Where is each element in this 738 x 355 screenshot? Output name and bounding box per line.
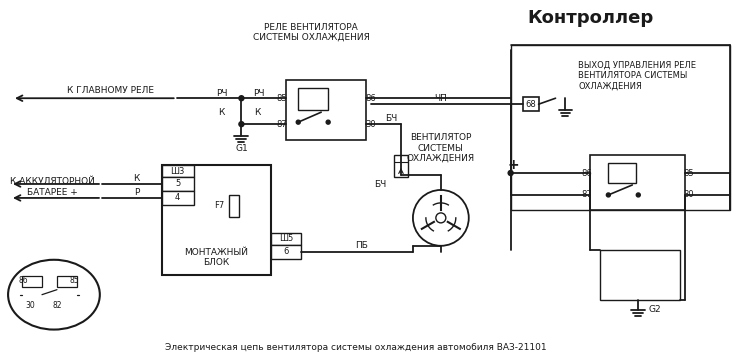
Bar [162, 165, 193, 177]
Text: Ш3: Ш3 [170, 166, 184, 175]
Bar [272, 233, 301, 245]
Text: Электрическая цепь вентилятора системы охлаждения автомобиля ВАЗ-21101: Электрическая цепь вентилятора системы о… [165, 343, 547, 352]
Bar [272, 245, 301, 259]
Text: 30: 30 [365, 120, 376, 129]
Text: К: К [218, 108, 224, 117]
Text: К АККУЛЯТОРНОЙ
БАТАРЕЕ +: К АККУЛЯТОРНОЙ БАТАРЕЕ + [10, 177, 94, 197]
Bar [22, 276, 42, 287]
Text: 85: 85 [683, 169, 694, 178]
Circle shape [636, 193, 641, 197]
Text: 85: 85 [70, 276, 80, 285]
Text: F7: F7 [214, 201, 224, 211]
Text: 86: 86 [365, 94, 376, 103]
Bar [162, 165, 272, 275]
Bar [57, 276, 77, 287]
Text: G1: G1 [235, 143, 248, 153]
Text: 86: 86 [18, 276, 27, 285]
Text: 85: 85 [277, 94, 287, 103]
Circle shape [326, 120, 330, 124]
Circle shape [508, 170, 513, 175]
Bar [523, 97, 539, 111]
Text: К ГЛАВНОМУ РЕЛЕ: К ГЛАВНОМУ РЕЛЕ [67, 86, 154, 95]
Bar [162, 191, 193, 205]
Text: ВЕНТИЛЯТОР
СИСТЕМЫ
ОХЛАЖДЕНИЯ: ВЕНТИЛЯТОР СИСТЕМЫ ОХЛАЖДЕНИЯ [407, 133, 475, 163]
Text: ПБ: ПБ [355, 241, 368, 250]
Text: 82: 82 [52, 301, 62, 310]
Text: 30: 30 [25, 301, 35, 310]
Text: ЧП: ЧП [435, 94, 447, 103]
Text: 68: 68 [525, 100, 536, 109]
Text: БЧ: БЧ [373, 180, 386, 190]
Text: РЧ: РЧ [254, 89, 265, 98]
Text: РЧ: РЧ [215, 89, 227, 98]
Bar [511, 45, 730, 210]
Text: 5: 5 [175, 180, 180, 189]
Bar [601, 250, 680, 300]
Circle shape [239, 96, 244, 101]
Bar [608, 163, 636, 183]
Text: Р: Р [134, 189, 139, 197]
Bar [286, 80, 366, 140]
Circle shape [607, 193, 610, 197]
Text: К: К [134, 175, 140, 184]
Text: ВЫХОД УПРАВЛЕНИЯ РЕЛЕ
ВЕНТИЛЯТОРА СИСТЕМЫ
ОХЛАЖДЕНИЯ: ВЫХОД УПРАВЛЕНИЯ РЕЛЕ ВЕНТИЛЯТОРА СИСТЕМ… [579, 60, 697, 90]
Text: G2: G2 [648, 305, 661, 314]
Bar [162, 177, 193, 191]
Circle shape [239, 122, 244, 127]
Text: Ш5: Ш5 [279, 234, 294, 243]
Text: МОНТАЖНЫЙ
БЛОК: МОНТАЖНЫЙ БЛОК [184, 248, 249, 267]
Text: Контроллер: Контроллер [527, 10, 654, 27]
Text: 87: 87 [277, 120, 287, 129]
Text: БЧ: БЧ [384, 114, 397, 123]
Circle shape [296, 120, 300, 124]
Text: 86: 86 [582, 169, 593, 178]
Bar [230, 195, 239, 217]
Bar [394, 155, 408, 177]
Text: 30: 30 [683, 190, 694, 200]
Text: 6: 6 [283, 247, 289, 256]
Text: +: + [508, 158, 520, 172]
Text: 4: 4 [175, 193, 180, 202]
Bar [590, 155, 685, 210]
Bar [298, 88, 328, 110]
Text: К: К [254, 108, 261, 117]
Text: 87: 87 [582, 190, 593, 200]
Text: РЕЛЕ ВЕНТИЛЯТОРА
СИСТЕМЫ ОХЛАЖДЕНИЯ: РЕЛЕ ВЕНТИЛЯТОРА СИСТЕМЫ ОХЛАЖДЕНИЯ [253, 23, 370, 42]
